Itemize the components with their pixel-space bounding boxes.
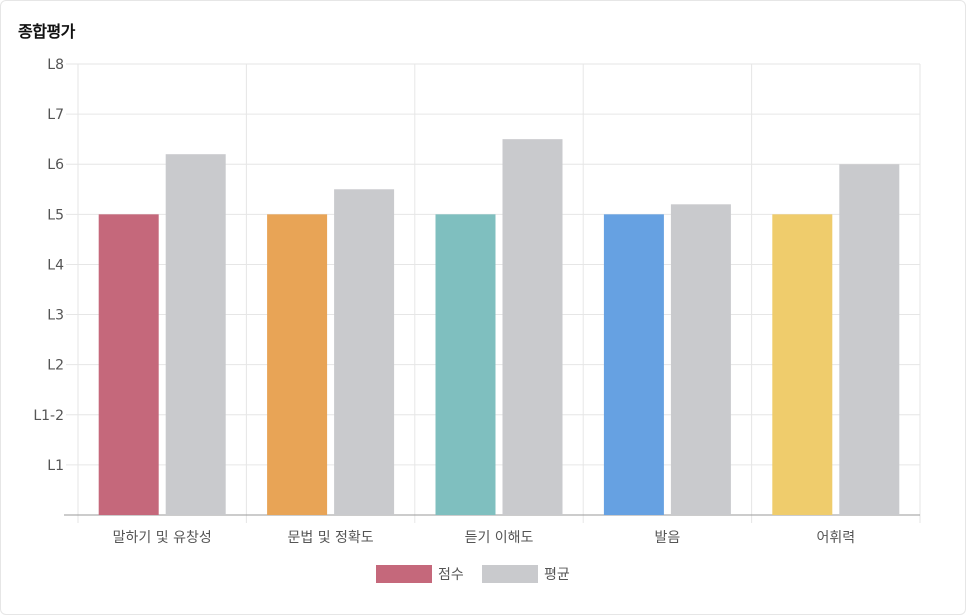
y-tick-label: L7 — [47, 107, 64, 123]
y-tick-label: L1 — [47, 458, 64, 474]
x-category-label: 어휘력 — [816, 530, 855, 546]
average-bar — [165, 154, 226, 515]
legend-label: 평균 — [544, 567, 570, 583]
average-bar — [670, 204, 731, 516]
y-tick-label: L2 — [47, 358, 64, 374]
average-bar — [839, 164, 900, 515]
score-bar — [267, 214, 328, 516]
y-tick-label: L5 — [47, 207, 64, 223]
x-category-label: 듣기 이해도 — [465, 530, 534, 546]
score-bar — [772, 214, 833, 516]
chart-title: 종합평가 — [18, 22, 75, 41]
score-bar — [98, 214, 159, 516]
y-tick-label: L1-2 — [33, 408, 64, 424]
x-category-label: 말하기 및 유창성 — [113, 530, 212, 546]
y-tick-label: L6 — [47, 157, 64, 173]
average-bar — [334, 189, 395, 515]
legend-swatch — [482, 565, 538, 583]
x-category-label: 발음 — [655, 530, 681, 546]
y-tick-label: L8 — [47, 57, 64, 73]
y-tick-label: L4 — [47, 257, 64, 273]
legend-label: 점수 — [438, 567, 464, 583]
legend-swatch — [376, 565, 432, 583]
score-bar — [435, 214, 496, 516]
x-category-label: 문법 및 정확도 — [288, 530, 374, 546]
y-tick-label: L3 — [47, 308, 64, 324]
score-bar — [603, 214, 664, 516]
average-bar — [502, 139, 563, 515]
